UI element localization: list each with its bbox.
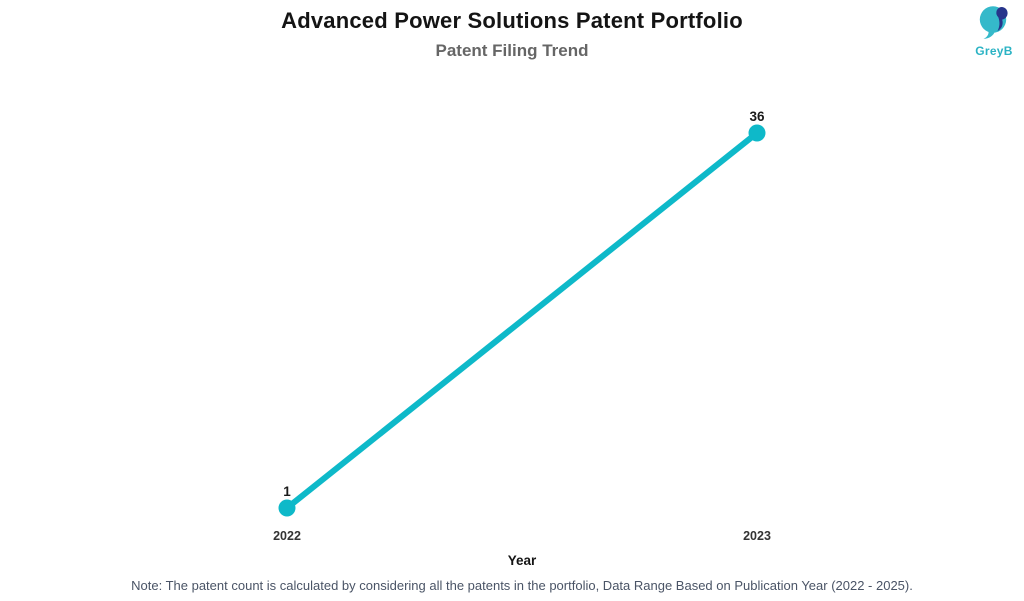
x-axis-tick-label: 2022 (273, 529, 301, 543)
chart-subtitle: Patent Filing Trend (435, 41, 589, 60)
greyb-logo-text: GreyB (975, 44, 1013, 58)
x-axis-title: Year (507, 553, 537, 568)
data-point-marker (278, 499, 296, 517)
greyb-logo-icon (979, 6, 1008, 39)
greyb-logo: GreyB (971, 4, 1017, 58)
x-axis-tick-label: 2023 (743, 529, 771, 543)
data-point-label: 1 (283, 484, 291, 499)
chart-title: Advanced Power Solutions Patent Portfoli… (281, 8, 743, 33)
trend-line (284, 130, 760, 511)
data-point-marker (748, 124, 766, 142)
footnote: Note: The patent count is calculated by … (131, 578, 913, 593)
data-point-label: 36 (749, 109, 765, 124)
